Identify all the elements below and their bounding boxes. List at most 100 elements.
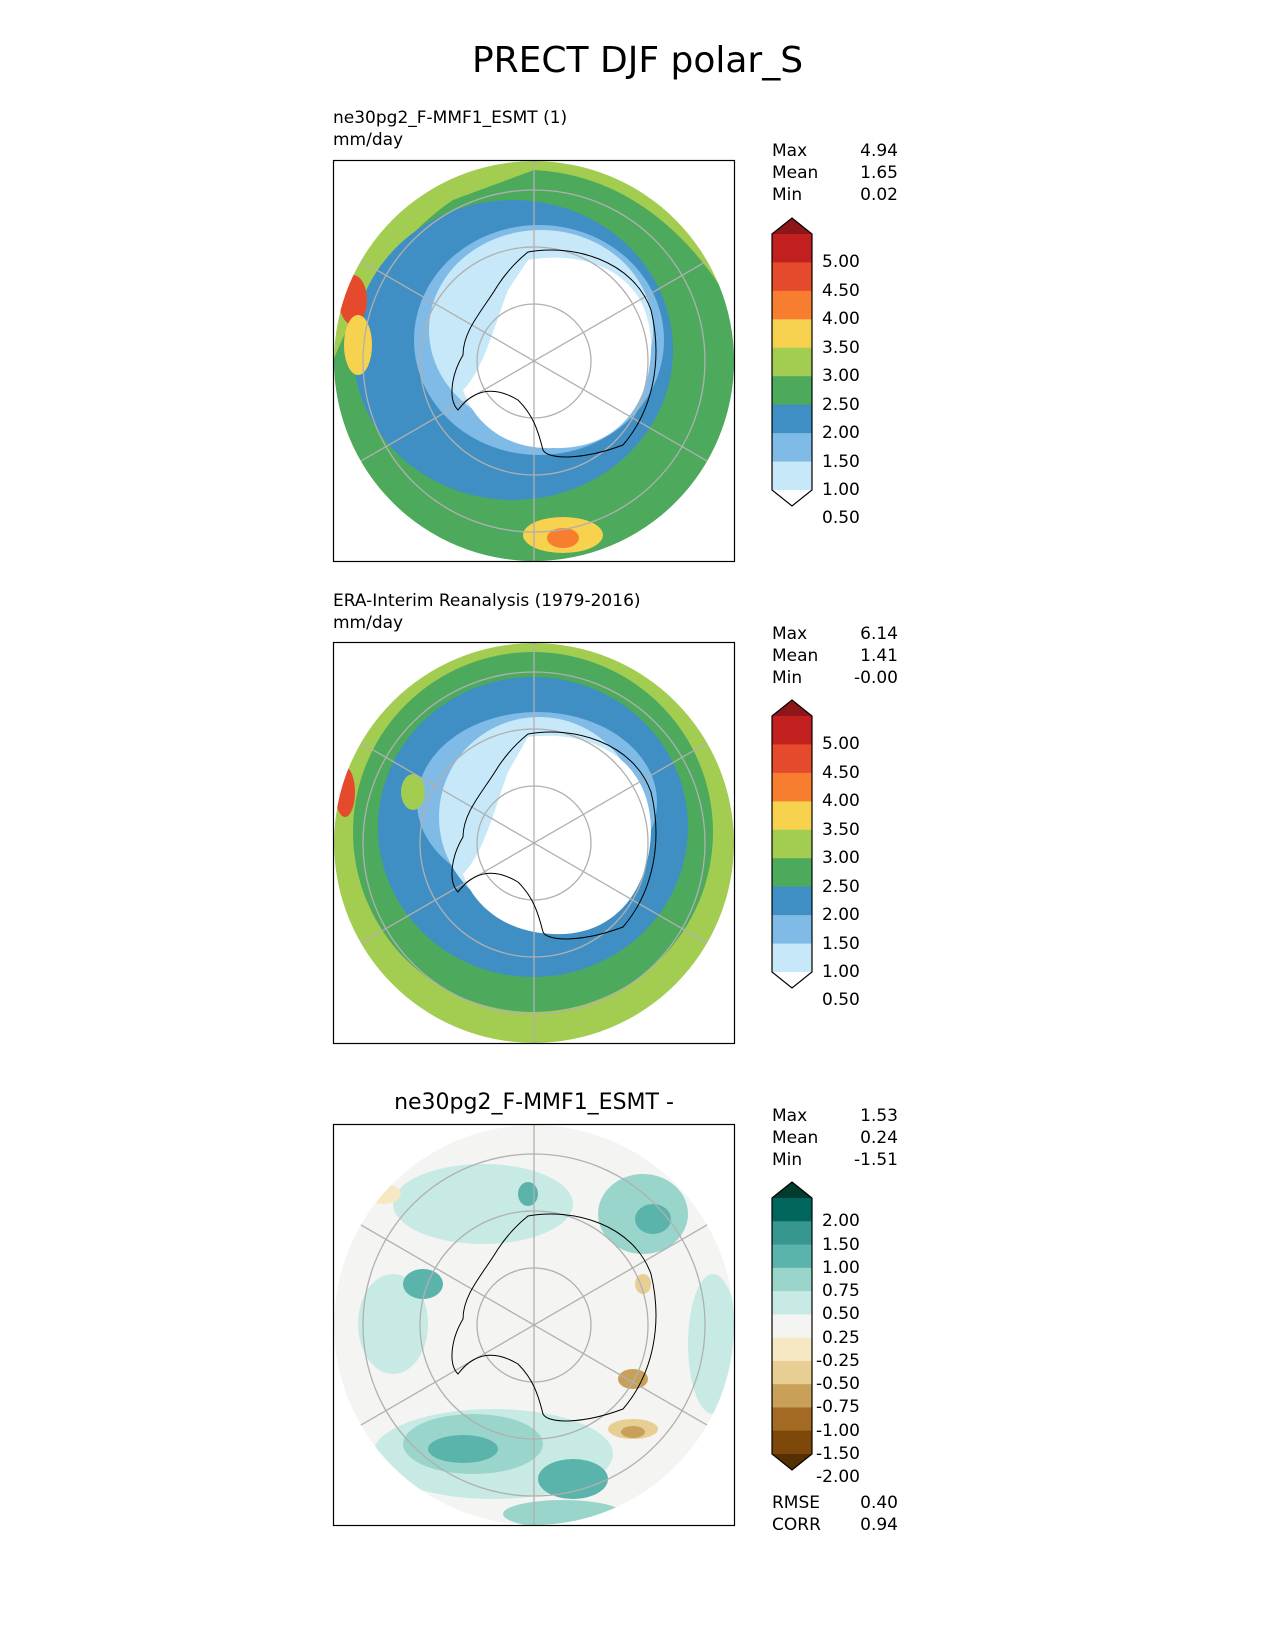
metric-corr-label: CORR <box>772 1515 821 1535</box>
colorbar-segment <box>772 376 812 406</box>
colorbar-extend-top <box>772 1182 812 1198</box>
colorbar-tick-label: 4.50 <box>822 762 860 783</box>
colorbar-tick-label: -2.00 <box>816 1467 860 1488</box>
colorbar-tick-label: 2.50 <box>822 394 860 415</box>
colorbar-segment <box>772 1407 812 1432</box>
colorbar-segment <box>772 1291 812 1315</box>
stat-max-value: 1.53 <box>860 1106 898 1126</box>
colorbar-tick-label: 2.00 <box>822 423 860 444</box>
stat-mean-value: 0.24 <box>860 1128 898 1148</box>
panel-title-test: ne30pg2_F-MMF1_ESMT (1) mm/day <box>333 107 567 151</box>
colorbar-difference <box>771 1181 813 1471</box>
colorbar-outline <box>771 1181 813 1471</box>
colorbar-extend-bottom <box>772 490 812 506</box>
colorbar-tick-label: 5.00 <box>822 734 860 755</box>
colorbar-segment <box>772 1267 812 1292</box>
stat-mean-value: 1.41 <box>860 646 898 666</box>
colorbar-tick-label: 0.25 <box>822 1327 860 1348</box>
metric-rmse-value: 0.40 <box>860 1493 898 1513</box>
stat-mean-label: Mean <box>772 646 819 666</box>
colorbar-segment <box>772 1198 812 1222</box>
colorbar-tick-label: 3.00 <box>822 366 860 387</box>
colorbar-segment <box>772 1221 812 1246</box>
panel-title-line: ne30pg2_F-MMF1_ESMT (1) <box>333 108 568 128</box>
colorbar-segment <box>772 943 812 973</box>
colorbar-tick-label: 3.50 <box>822 337 860 358</box>
stats-test: Max 4.94 Mean 1.65 Min 0.02 <box>772 140 898 206</box>
colorbar-tick-label: 2.50 <box>822 876 860 897</box>
colorbar-tick-label: -1.50 <box>816 1444 860 1464</box>
panel-units: mm/day <box>333 130 404 150</box>
colorbar-tick-label: 0.75 <box>822 1281 860 1302</box>
colorbar-test <box>771 217 813 507</box>
colorbar-tick-label: 3.50 <box>822 819 860 840</box>
colorbar-tick-label: 1.50 <box>822 933 860 954</box>
colorbar-extend-bottom <box>772 972 812 988</box>
colorbar-tick-label: 4.00 <box>822 309 860 330</box>
colorbar-segment <box>772 801 812 831</box>
figure-title: PRECT DJF polar_S <box>471 40 804 81</box>
colorbar-tick-label: 2.00 <box>822 1211 860 1232</box>
colorbar-tick-label: 3.00 <box>822 848 860 869</box>
stat-min-value: 0.02 <box>860 185 898 205</box>
colorbar-segment <box>772 319 812 349</box>
stat-min-value: -1.51 <box>854 1150 898 1170</box>
stat-max-label: Max <box>772 624 808 644</box>
colorbar-segment <box>772 433 812 463</box>
panel-title-line: ne30pg2_F-MMF1_ESMT - <box>394 1090 674 1115</box>
colorbar-tick-label: 1.00 <box>822 480 860 500</box>
colorbar-extend-top <box>772 218 812 234</box>
stat-min-label: Min <box>772 1150 803 1170</box>
colorbar-segment <box>772 1360 812 1385</box>
colorbar-tick-label: 1.50 <box>822 1234 860 1255</box>
colorbar-segment <box>772 772 812 802</box>
stat-mean-value: 1.65 <box>860 163 898 183</box>
panel-units: mm/day <box>333 613 404 633</box>
colorbar-outline <box>771 699 813 989</box>
map-reference <box>332 641 736 1045</box>
colorbar-segment <box>772 744 812 774</box>
metrics-difference: RMSE 0.40 CORR 0.94 <box>772 1492 898 1536</box>
colorbar-tick-label: 4.00 <box>822 791 860 812</box>
colorbar-segment <box>772 1337 812 1362</box>
panel-title-difference: ne30pg2_F-MMF1_ESMT - <box>333 1090 735 1115</box>
colorbar-tick-label: -0.25 <box>816 1350 860 1371</box>
colorbar-segment <box>772 915 812 945</box>
colorbar-segment <box>772 347 812 377</box>
colorbar-segment <box>772 461 812 491</box>
colorbar-tick-label: 0.50 <box>822 1304 860 1325</box>
colorbar-segment <box>772 290 812 320</box>
map-test <box>332 159 736 563</box>
colorbar-tick-label: 1.00 <box>822 1257 860 1278</box>
colorbar-tick-label: -0.50 <box>816 1374 860 1395</box>
colorbar-segment <box>772 1244 812 1269</box>
colorbar-segment <box>772 1384 812 1408</box>
panel-title-line: ERA-Interim Reanalysis (1979-2016) <box>333 591 641 611</box>
colorbar-segment <box>772 234 812 263</box>
colorbar-tick-label: -0.75 <box>816 1397 860 1418</box>
colorbar-tick-label: 5.00 <box>822 252 860 273</box>
colorbar-reference <box>771 699 813 989</box>
colorbar-segment <box>772 716 812 745</box>
metric-rmse-label: RMSE <box>772 1493 821 1513</box>
stat-min-label: Min <box>772 668 803 688</box>
colorbar-tick-label: 1.00 <box>822 962 860 982</box>
panel-title-reference: ERA-Interim Reanalysis (1979-2016) mm/da… <box>333 590 641 634</box>
colorbar-outline <box>771 217 813 507</box>
colorbar-segment <box>772 262 812 292</box>
colorbar-segment <box>772 1430 812 1455</box>
colorbar-tick-label: 4.50 <box>822 280 860 301</box>
stat-min-value: -0.00 <box>854 668 898 688</box>
colorbar-tick-label: 2.00 <box>822 905 860 926</box>
colorbar-segment <box>772 858 812 888</box>
stat-max-value: 4.94 <box>860 141 898 161</box>
metric-corr-value: 0.94 <box>860 1515 898 1535</box>
stat-mean-label: Mean <box>772 163 819 183</box>
colorbar-extend-bottom <box>772 1454 812 1470</box>
stats-reference: Max 6.14 Mean 1.41 Min -0.00 <box>772 623 898 689</box>
stat-max-label: Max <box>772 141 808 161</box>
stat-max-label: Max <box>772 1106 808 1126</box>
stat-max-value: 6.14 <box>860 624 898 644</box>
colorbar-tick-label: 1.50 <box>822 451 860 472</box>
stat-mean-label: Mean <box>772 1128 819 1148</box>
